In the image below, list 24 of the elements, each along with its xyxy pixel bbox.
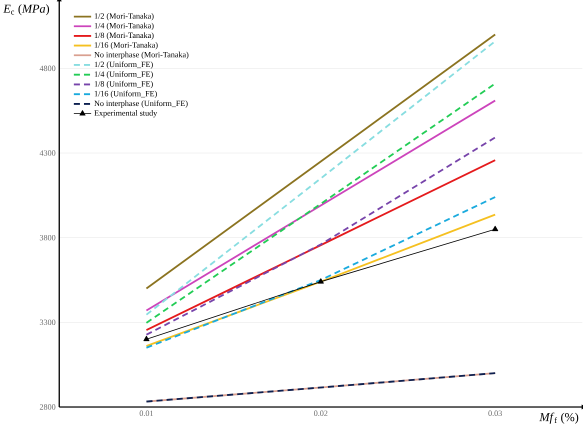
legend-label: 1/2 (Uniform_FE) xyxy=(94,61,153,69)
y-tick-label: 2800 xyxy=(40,404,56,410)
legend-label: 1/4 (Mori-Tanaka) xyxy=(94,22,154,30)
legend-label: 1/8 (Mori-Tanaka) xyxy=(94,32,154,40)
x-tick-label: 0.01 xyxy=(140,410,154,416)
legend-label: 1/4 (Uniform_FE) xyxy=(94,71,153,78)
x-tick-label: 0.03 xyxy=(488,410,502,416)
legend-label: 1/16 (Mori-Tanaka) xyxy=(94,42,158,50)
x-tick-label: 0.02 xyxy=(314,410,328,416)
legend-label: No interphase (Uniform_FE) xyxy=(94,100,188,108)
legend-label: Experimental study xyxy=(94,110,158,118)
y-axis-title: E$_{c}$ (MPa) xyxy=(3,4,50,16)
legend-label: 1/16 (Uniform_FE) xyxy=(94,90,157,98)
legend-label: 1/2 (Mori-Tanaka) xyxy=(94,13,154,20)
y-tick-label: 4300 xyxy=(40,150,56,156)
y-tick-label: 4800 xyxy=(40,66,56,72)
y-tick-label: 3800 xyxy=(40,234,56,240)
legend-label: No interphase (Mori-Tanaka) xyxy=(94,52,188,59)
y-tick-label: 3300 xyxy=(40,320,56,326)
point xyxy=(143,336,150,342)
point xyxy=(492,226,498,232)
legend-label: 1/8 (Uniform_FE) xyxy=(94,80,153,88)
x-axis-title: Mf$_{f}$ (%) xyxy=(539,412,578,424)
point xyxy=(318,278,324,284)
